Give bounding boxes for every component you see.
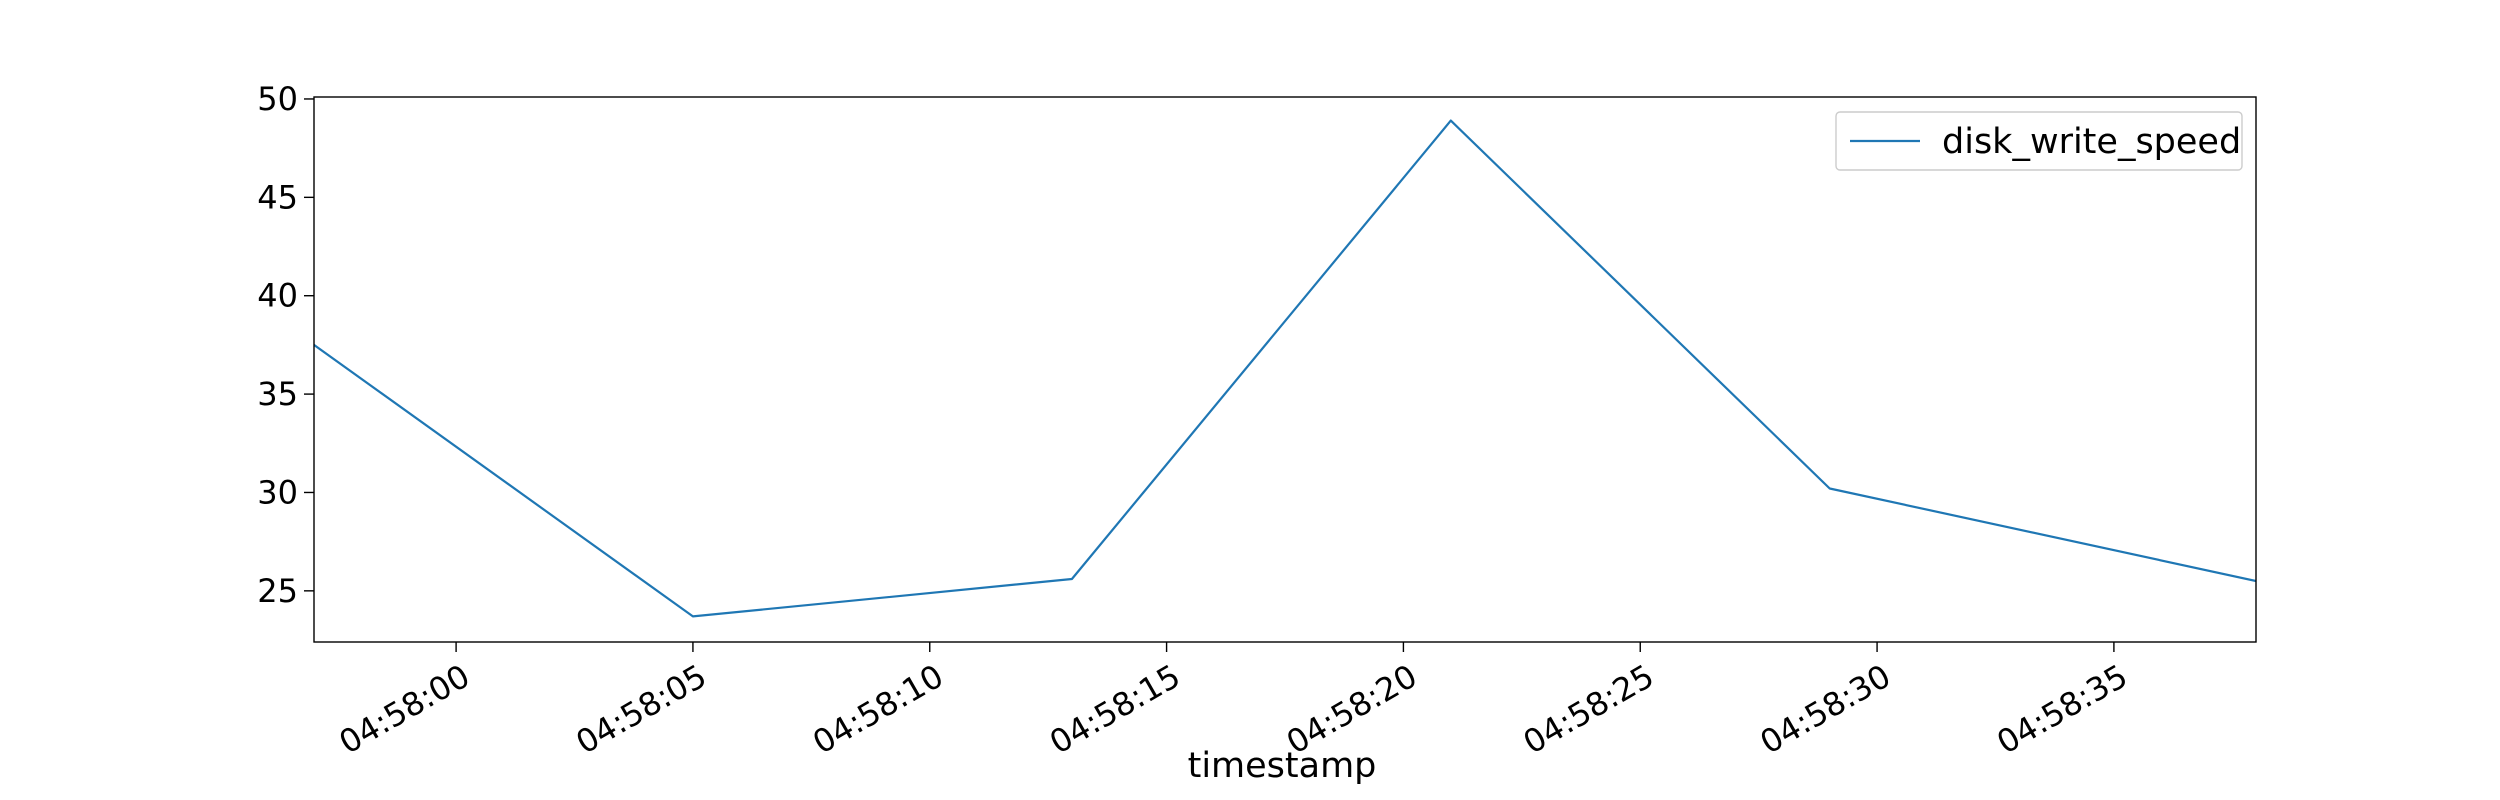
y-tick-label: 35 [257,375,298,413]
plot-area [314,119,2256,618]
legend-box [1835,111,2243,171]
legend: disk_write_speed [1835,111,2243,171]
legend-label: disk_write_speed [1942,122,2241,162]
y-tick-label: 25 [257,572,298,610]
y-tick-label: 50 [257,80,298,118]
y-tick-label: 45 [257,178,298,216]
y-tick-label: 30 [257,473,298,511]
series-line-disk_write_speed [314,119,2256,618]
plot-frame [313,96,2257,643]
y-tick-label: 40 [257,277,298,315]
x-axis-label: timestamp [1188,746,1377,786]
